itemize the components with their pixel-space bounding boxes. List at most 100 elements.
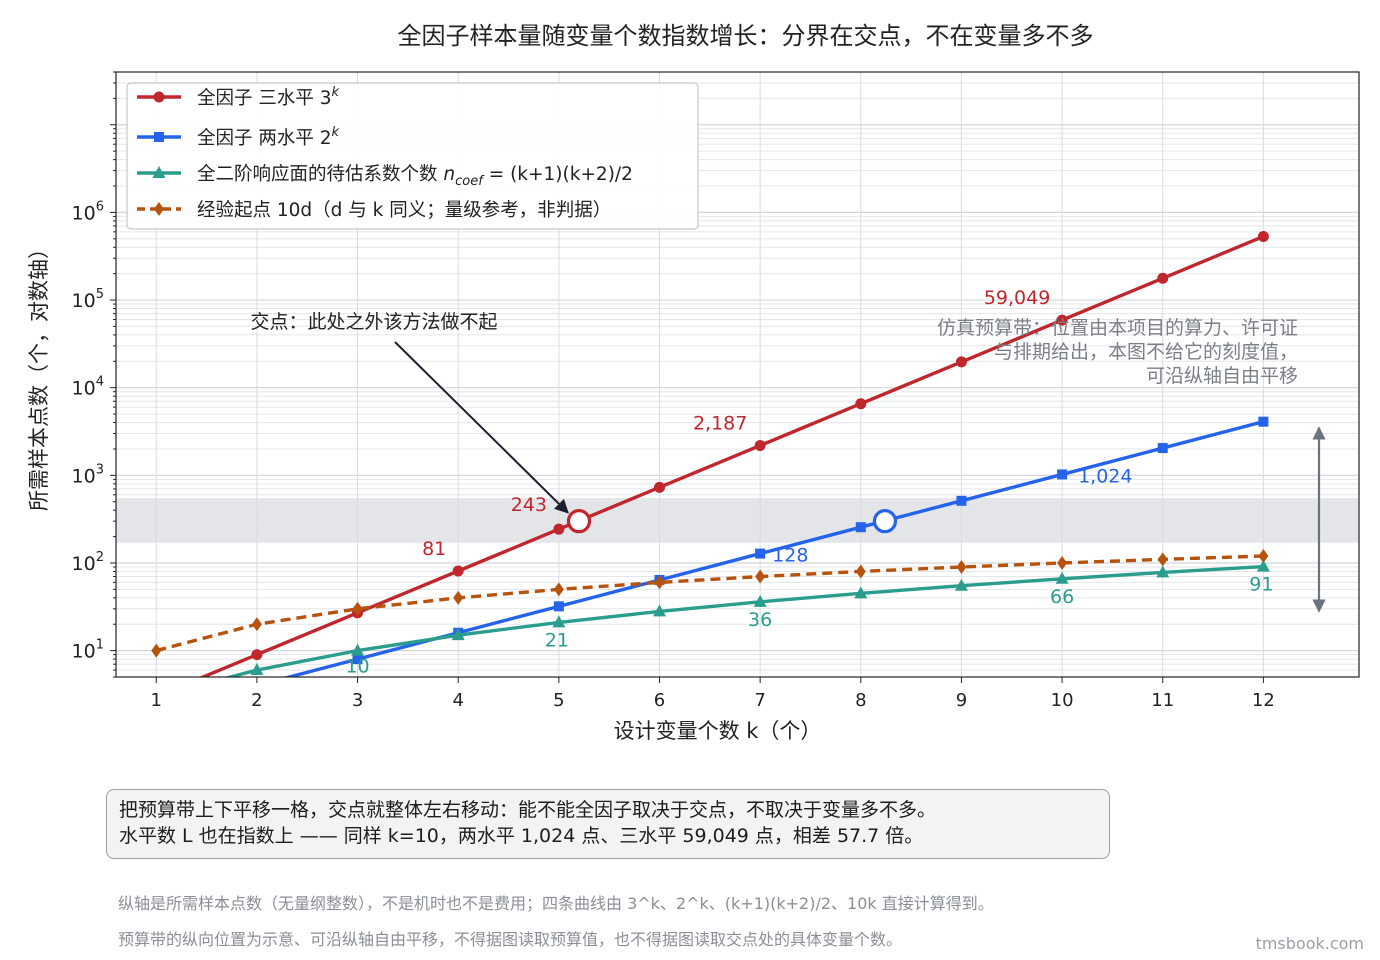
data-point <box>251 617 262 632</box>
data-point <box>352 654 363 665</box>
legend-box <box>126 82 699 230</box>
x-tick-label: 4 <box>452 690 463 711</box>
legend-marker <box>154 132 164 142</box>
annotation-text: 交点：此处之外该方法做不起 <box>250 311 497 333</box>
data-point <box>854 586 868 599</box>
data-point <box>954 578 968 591</box>
data-point <box>552 615 566 628</box>
data-point <box>1056 314 1068 326</box>
data-point <box>1057 555 1068 570</box>
data-point <box>753 594 767 607</box>
x-tick-label: 1 <box>151 690 162 711</box>
data-point <box>1057 469 1068 480</box>
data-point <box>855 398 867 410</box>
x-tick-label: 8 <box>855 690 866 711</box>
data-point <box>1258 416 1269 427</box>
x-axis-label: 设计变量个数 k（个） <box>614 719 822 743</box>
data-label: 2,187 <box>693 413 747 435</box>
note-line-2: 水平数 L 也在指数上 —— 同样 k=10，两水平 1,024 点、三水平 5… <box>119 825 924 847</box>
intersection-marker <box>566 509 592 534</box>
data-label: 10 <box>345 656 369 678</box>
series-line <box>282 420 1264 677</box>
data-point <box>652 604 666 617</box>
x-tick-label: 6 <box>654 690 665 711</box>
data-point <box>352 601 363 616</box>
x-tick-label: 12 <box>1252 690 1275 711</box>
data-point <box>1157 552 1168 567</box>
data-point <box>1256 559 1270 572</box>
data-point <box>956 559 967 574</box>
data-label: 36 <box>748 609 772 631</box>
data-point <box>553 582 564 597</box>
series-4 <box>151 549 1269 658</box>
data-point <box>955 356 967 368</box>
y-axis-label: 所需样本点数（个，对数轴） <box>27 238 51 511</box>
x-tick-label: 5 <box>553 690 564 711</box>
data-point <box>654 575 665 590</box>
chart: 全因子样本量随变量个数指数增长：分界在交点，不在变量多不多812432,1875… <box>27 22 1360 743</box>
y-tick-label: 102 <box>72 550 104 575</box>
note-box: 把预算带上下平移一格，交点就整体左右移动：能不能全因子取决于交点，不取决于变量多… <box>106 789 1110 859</box>
annotation-arrow <box>394 341 569 514</box>
data-point <box>553 601 564 612</box>
data-point <box>754 440 766 452</box>
x-tick-label: 9 <box>956 690 967 711</box>
data-point <box>755 548 766 559</box>
data-label: 21 <box>545 629 569 651</box>
data-point <box>453 590 464 605</box>
data-label: 59,049 <box>984 287 1050 309</box>
data-label: 81 <box>422 538 446 560</box>
legend-label: 全二阶响应面的待估系数个数 ncoef = (k+1)(k+2)/2 <box>197 164 633 189</box>
legend-label: 经验起点 10d（d 与 k 同义；量级参考，非判据） <box>197 200 611 221</box>
data-point <box>855 522 866 533</box>
data-point <box>351 643 365 656</box>
budget-band <box>116 498 1359 543</box>
x-tick-label: 11 <box>1151 690 1174 711</box>
y-tick-label: 103 <box>72 462 104 487</box>
series-1: 81 243 2,187 59,049 <box>198 230 1269 677</box>
data-label: 243 <box>511 494 547 516</box>
chart-title: 全因子样本量随变量个数指数增长：分界在交点，不在变量多不多 <box>398 22 1094 50</box>
brand-watermark: tmsbook.com <box>1255 934 1364 953</box>
data-point <box>553 523 565 535</box>
plot-frame <box>115 71 1360 678</box>
plot-area: 81 243 2,187 59,049 128 1,024 10 21 36 66 91 <box>116 72 1359 678</box>
data-point <box>250 663 264 676</box>
data-point <box>855 564 866 579</box>
data-point <box>653 481 665 493</box>
budget-band-label: 仿真预算带：位置由本项目的算力、许可证与排期给出，本图不给它的刻度值，可沿纵轴自… <box>937 317 1298 387</box>
data-point <box>452 565 464 577</box>
series-3: 10 21 36 66 91 <box>223 559 1273 678</box>
intersection-marker <box>872 509 898 534</box>
series-line <box>198 234 1265 677</box>
data-label: 128 <box>772 545 808 567</box>
data-point <box>1157 443 1168 454</box>
data-label: 1,024 <box>1078 465 1132 487</box>
data-point <box>1157 272 1169 284</box>
legend-marker <box>154 202 164 216</box>
data-label: 66 <box>1050 586 1074 608</box>
footer-line-2: 预算带的纵向位置为示意、可沿纵轴自由平移，不得据图读取预算值，也不得据图读取交点… <box>118 930 903 949</box>
legend-marker <box>152 166 166 178</box>
x-tick-label: 7 <box>754 690 765 711</box>
data-point <box>1156 565 1170 578</box>
data-point <box>151 643 162 658</box>
data-point <box>251 649 263 661</box>
y-tick-label: 104 <box>72 375 104 400</box>
footer-line-1: 纵轴是所需样本点数（无量纲整数），不是机时也不是费用；四条曲线由 3^k、2^k… <box>118 894 994 913</box>
legend: 全因子 三水平 3k 全因子 两水平 2k 全二阶响应面的待估系数个数 ncoef … <box>126 82 699 230</box>
x-tick-label: 10 <box>1051 690 1074 711</box>
data-point <box>1257 230 1269 242</box>
legend-label: 全因子 三水平 3k <box>197 85 340 109</box>
data-label: 91 <box>1249 574 1273 596</box>
y-tick-label: 106 <box>72 199 104 224</box>
series-2: 128 1,024 <box>282 416 1269 677</box>
x-tick-label: 2 <box>251 690 262 711</box>
data-point <box>956 495 967 506</box>
series-line <box>223 564 1264 677</box>
data-point <box>1258 549 1269 564</box>
data-point <box>1055 571 1069 584</box>
data-point <box>755 569 766 584</box>
note-line-1: 把预算带上下平移一格，交点就整体左右移动：能不能全因子取决于交点，不取决于变量多… <box>119 799 937 821</box>
data-point <box>451 628 465 641</box>
